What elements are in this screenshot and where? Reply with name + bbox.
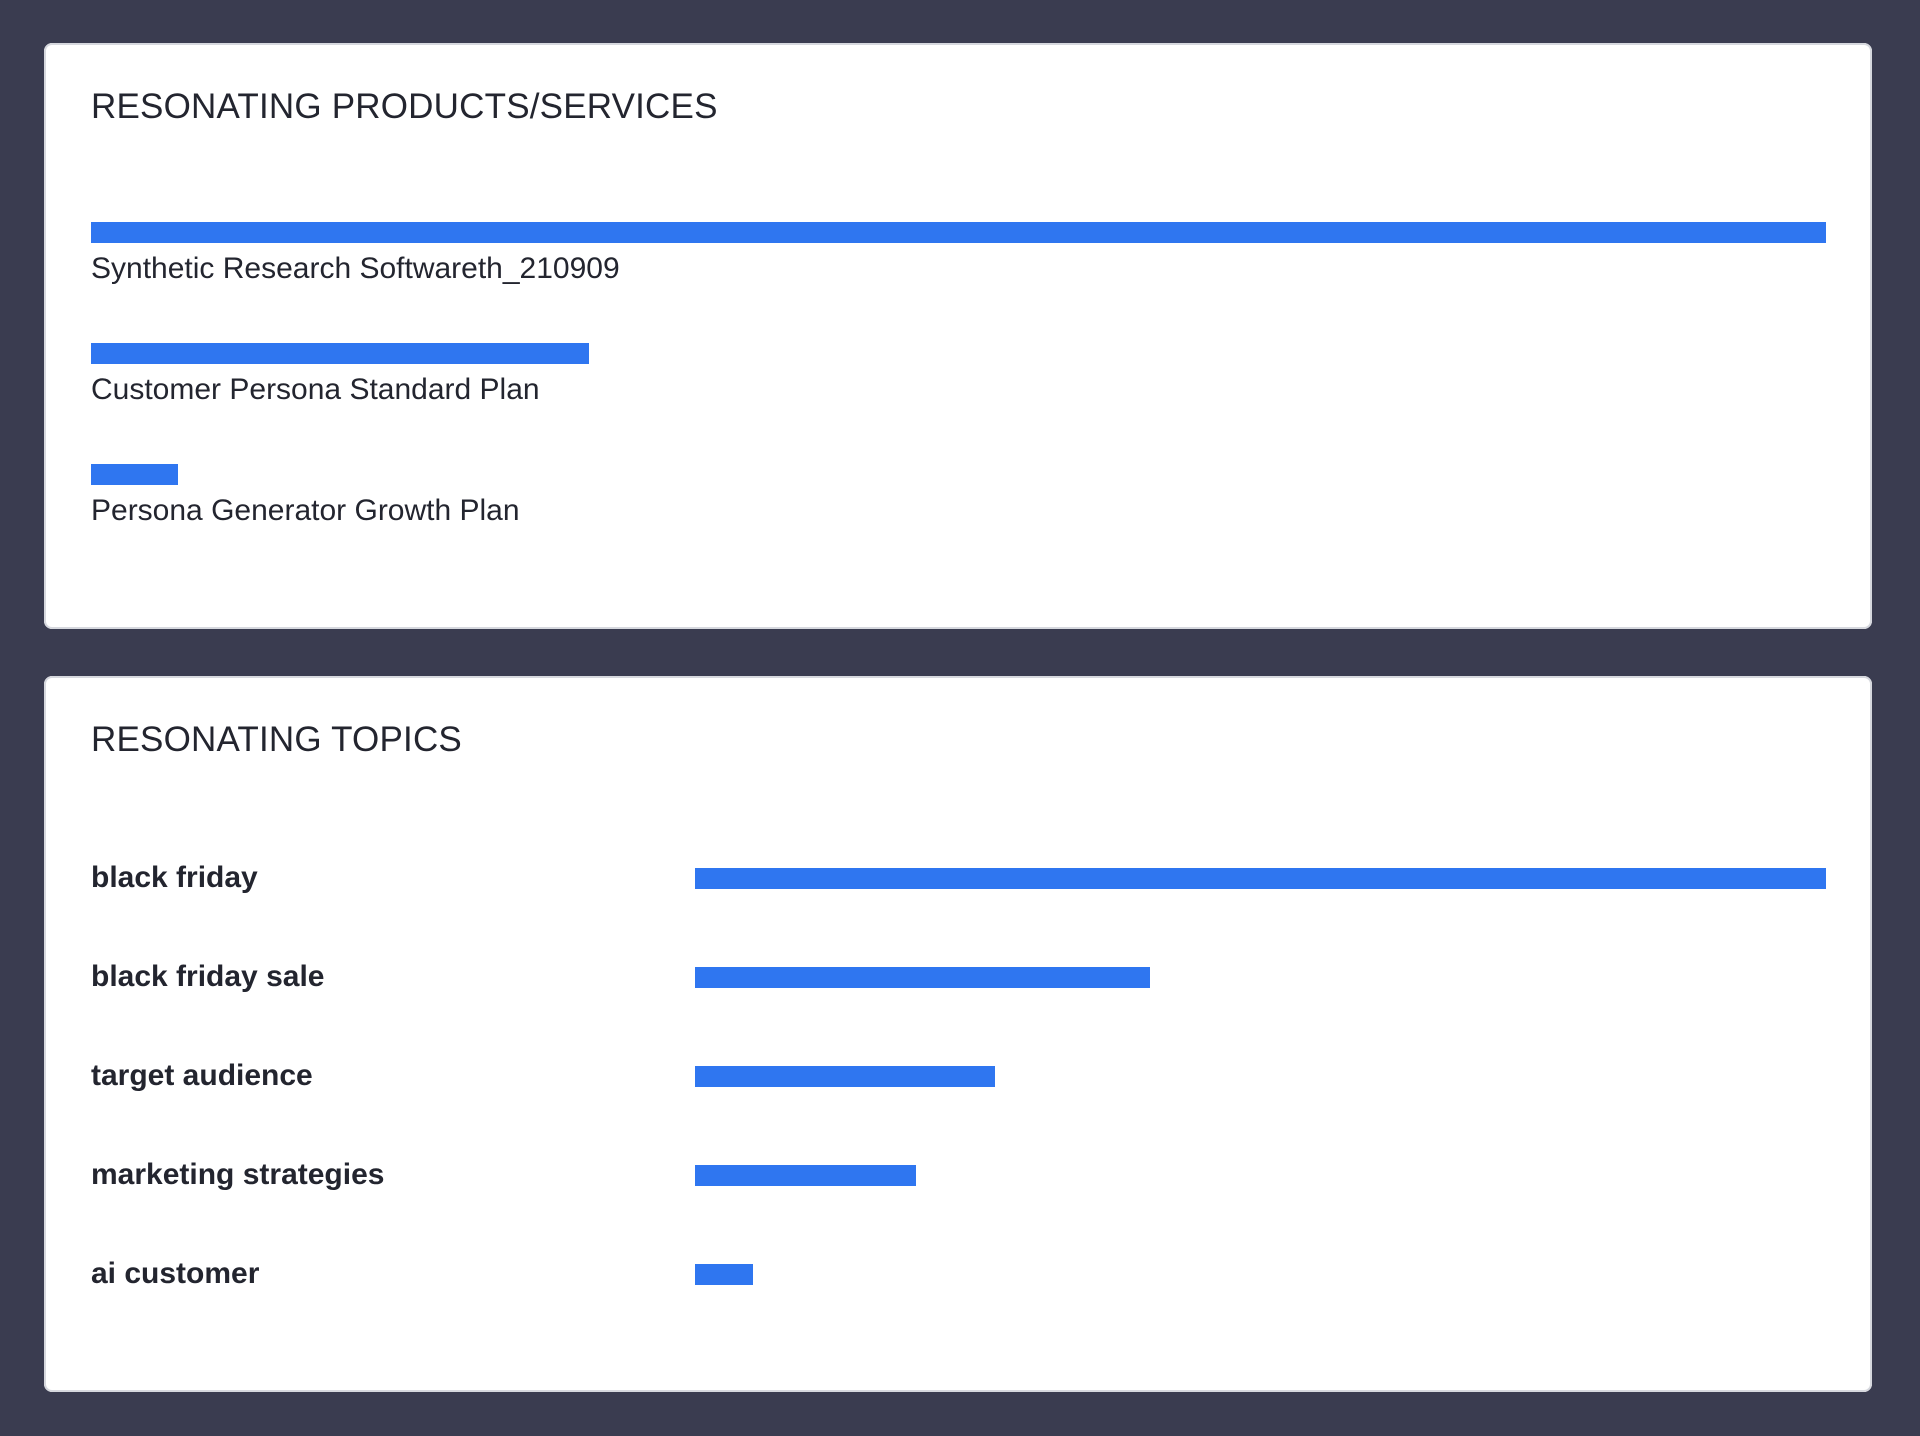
product-row: Customer Persona Standard Plan bbox=[91, 343, 1826, 453]
product-label: Customer Persona Standard Plan bbox=[91, 373, 540, 406]
topic-label: ai customer bbox=[91, 1257, 260, 1290]
topic-bar bbox=[695, 1066, 995, 1087]
products-title: RESONATING PRODUCTS/SERVICES bbox=[91, 87, 718, 126]
topic-label: marketing strategies bbox=[91, 1158, 385, 1191]
product-row: Persona Generator Growth Plan bbox=[91, 464, 1826, 574]
product-bar bbox=[91, 222, 1826, 243]
product-label: Persona Generator Growth Plan bbox=[91, 494, 520, 527]
topic-row: black friday bbox=[91, 858, 1826, 898]
product-label: Synthetic Research Softwareth_210909 bbox=[91, 252, 620, 285]
topic-row: black friday sale bbox=[91, 957, 1826, 997]
product-bar bbox=[91, 343, 589, 364]
topic-bar bbox=[695, 868, 1826, 889]
products-card: RESONATING PRODUCTS/SERVICES Synthetic R… bbox=[44, 43, 1872, 629]
product-bar bbox=[91, 464, 178, 485]
topic-row: marketing strategies bbox=[91, 1155, 1826, 1195]
topics-card: RESONATING TOPICS black friday black frid… bbox=[44, 676, 1872, 1392]
topics-title: RESONATING TOPICS bbox=[91, 720, 462, 759]
topic-label: black friday sale bbox=[91, 960, 325, 993]
product-row: Synthetic Research Softwareth_210909 bbox=[91, 222, 1826, 332]
topic-row: target audience bbox=[91, 1056, 1826, 1096]
topic-row: ai customer bbox=[91, 1254, 1826, 1294]
topic-bar bbox=[695, 967, 1150, 988]
topic-bar bbox=[695, 1165, 916, 1186]
topic-label: black friday bbox=[91, 861, 258, 894]
topic-bar bbox=[695, 1264, 753, 1285]
topic-label: target audience bbox=[91, 1059, 313, 1092]
